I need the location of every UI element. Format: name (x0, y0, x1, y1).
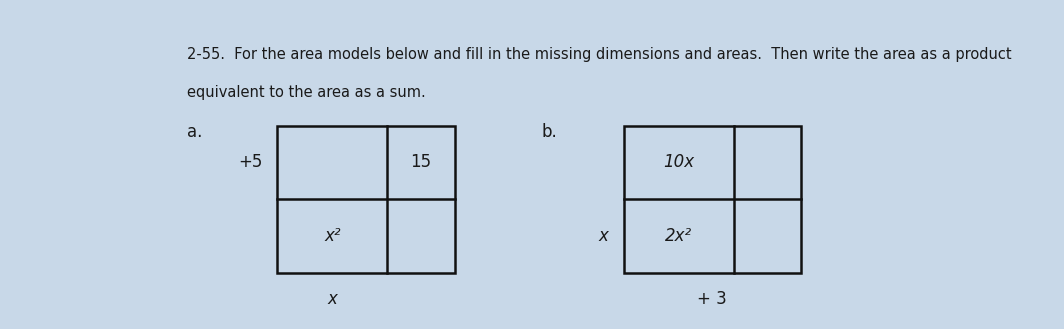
Text: a.: a. (186, 123, 202, 141)
Text: 2-55.  For the area models below and fill in the missing dimensions and areas.  : 2-55. For the area models below and fill… (186, 47, 1011, 62)
Text: equivalent to the area as a sum.: equivalent to the area as a sum. (186, 85, 426, 100)
Text: x²: x² (325, 227, 340, 245)
Text: 15: 15 (411, 153, 432, 171)
Text: 2x²: 2x² (665, 227, 693, 245)
Bar (624, 126, 801, 272)
Text: x: x (328, 290, 337, 308)
Text: x: x (599, 227, 609, 245)
Text: +5: +5 (238, 153, 263, 171)
Text: + 3: + 3 (697, 290, 727, 308)
Text: 10x: 10x (663, 153, 694, 171)
Bar (278, 126, 454, 272)
Text: b.: b. (542, 123, 556, 141)
